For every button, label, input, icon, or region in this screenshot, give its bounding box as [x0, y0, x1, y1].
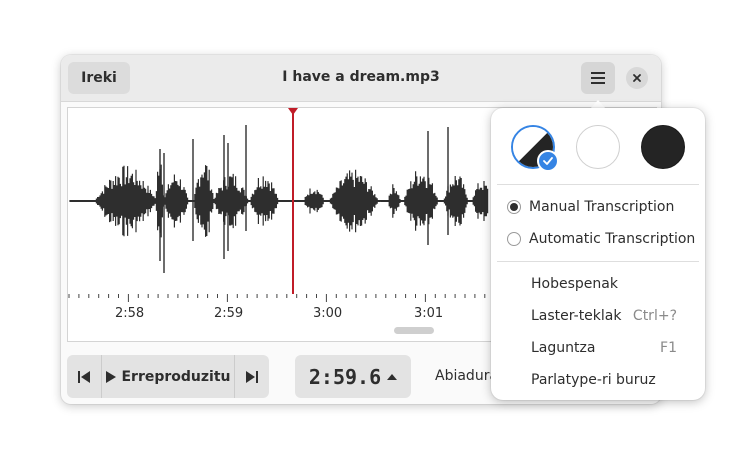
menu-item-shortcuts[interactable]: Laster-teklak Ctrl+? — [531, 305, 691, 327]
style-follow-system-swatch[interactable] — [511, 125, 555, 169]
main-menu-popover: Manual Transcription Automatic Transcrip… — [491, 108, 705, 400]
menu-separator — [497, 261, 699, 262]
close-button[interactable] — [626, 67, 648, 89]
menu-item-accelerator: F1 — [660, 340, 677, 356]
time-tick-label: 2:58 — [115, 306, 145, 321]
main-menu-button[interactable] — [581, 62, 615, 94]
checkmark-icon — [543, 157, 553, 165]
style-selected-check — [537, 150, 559, 172]
menu-item-label: Hobespenak — [531, 276, 618, 292]
playback-cursor-handle[interactable] — [288, 108, 298, 115]
horizontal-scrollbar[interactable] — [394, 327, 434, 334]
transport-controls: Erreproduzitu — [67, 355, 269, 398]
manual-transcription-label: Manual Transcription — [529, 199, 675, 215]
menu-item-about[interactable]: Parlatype-ri buruz — [531, 369, 691, 391]
skip-forward-icon — [246, 370, 258, 383]
header-bar: Ireki I have a dream.mp3 — [61, 55, 661, 102]
waveform[interactable] — [68, 108, 656, 341]
automatic-transcription-option[interactable]: Automatic Transcription — [507, 228, 695, 250]
time-tick-label: 3:00 — [313, 306, 343, 321]
radio-selected-dot — [510, 203, 518, 211]
popover-arrow — [590, 100, 606, 109]
jump-back-button[interactable] — [67, 355, 102, 398]
menu-item-label: Laster-teklak — [531, 308, 622, 324]
waveform-peaks — [69, 164, 489, 238]
style-light-swatch[interactable] — [576, 125, 620, 169]
time-position: 2:59.6 — [308, 364, 382, 389]
automatic-transcription-label: Automatic Transcription — [529, 231, 696, 247]
chevron-up-icon[interactable] — [387, 373, 398, 381]
play-button-label: Erreproduzitu — [121, 368, 231, 385]
jump-forward-button[interactable] — [235, 355, 269, 398]
play-button[interactable]: Erreproduzitu — [102, 355, 235, 398]
window-title: I have a dream.mp3 — [282, 69, 440, 85]
hamburger-menu-icon — [591, 72, 605, 84]
radio-button[interactable] — [507, 200, 521, 214]
play-icon — [106, 370, 117, 383]
radio-button[interactable] — [507, 232, 521, 246]
time-tick-label: 2:59 — [214, 306, 244, 321]
close-icon — [633, 74, 641, 82]
menu-item-help[interactable]: Laguntza F1 — [531, 337, 691, 359]
menu-item-label: Parlatype-ri buruz — [531, 372, 656, 388]
manual-transcription-option[interactable]: Manual Transcription — [507, 196, 674, 218]
menu-item-label: Laguntza — [531, 340, 596, 356]
menu-item-accelerator: Ctrl+? — [632, 308, 677, 324]
time-tick-label: 3:01 — [414, 306, 444, 321]
position-display[interactable]: 2:59.6 — [295, 355, 411, 398]
speed-label: Abiadura — [435, 368, 499, 384]
menu-separator — [497, 184, 699, 185]
open-button[interactable]: Ireki — [68, 62, 130, 94]
menu-item-preferences[interactable]: Hobespenak — [531, 273, 691, 295]
skip-backward-icon — [78, 370, 90, 383]
style-dark-swatch[interactable] — [641, 125, 685, 169]
